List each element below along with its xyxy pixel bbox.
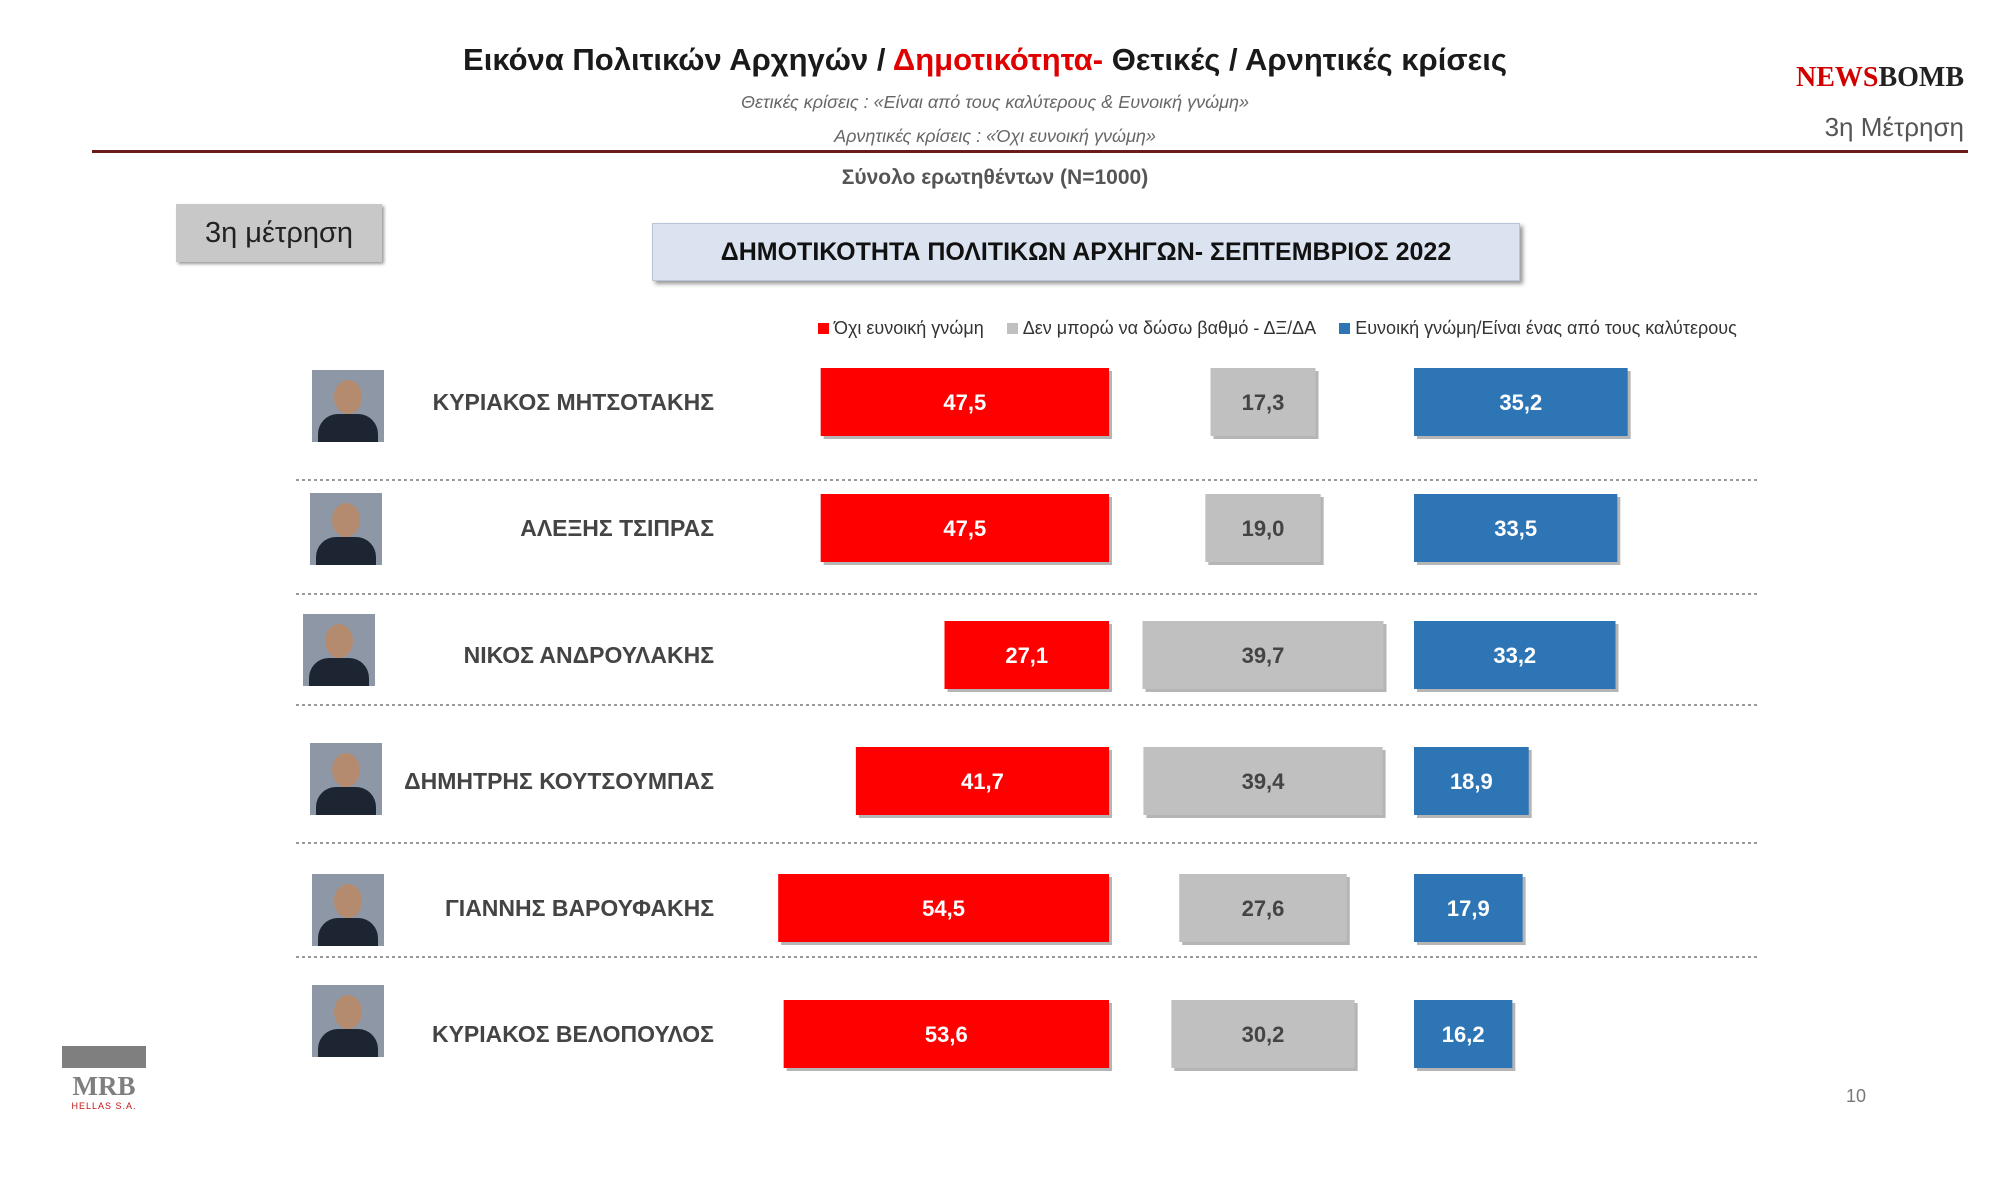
sample-base-text: Σύνολο ερωτηθέντων (Ν=1000) bbox=[841, 166, 1149, 189]
bar-neutral bbox=[1143, 747, 1383, 815]
leader-name-label: ΝΙΚΟΣ ΑΝΔΡΟΥΛΑΚΗΣ bbox=[464, 642, 715, 668]
photo-head bbox=[334, 995, 362, 1029]
measurement-label: 3η Μέτρηση bbox=[1824, 112, 1964, 142]
bar-negative bbox=[778, 874, 1109, 942]
legend-item-neutral: Δεν μπορώ να δώσω βαθμό - ΔΞ/ΔΑ bbox=[1006, 318, 1317, 339]
mrb-logo-text: MRB bbox=[72, 1071, 136, 1101]
leader-name-label: ΓΙΑΝΝΗΣ ΒΑΡΟΥΦΑΚΗΣ bbox=[445, 895, 714, 921]
leader-name-label: ΑΛΕΞΗΣ ΤΣΙΠΡΑΣ bbox=[520, 515, 714, 541]
bar-value-label: 54,5 bbox=[922, 896, 965, 921]
page-number: 10 bbox=[1846, 1086, 1867, 1106]
legend-swatch-neutral bbox=[1006, 323, 1018, 334]
subtitle-negative: Αρνητικές κρίσεις : «Όχι ευνοική γνώμη» bbox=[834, 126, 1156, 146]
legend-label-positive: Ευνοική γνώμη/Είναι ένας από τους καλύτε… bbox=[1355, 318, 1737, 338]
bar-positive bbox=[1414, 494, 1618, 562]
subtitle-positive: Θετικές κρίσεις : «Είναι από τους καλύτε… bbox=[740, 92, 1250, 112]
legend-label-negative: Όχι ευνοική γνώμη bbox=[834, 318, 984, 338]
chart-title: ΔΗΜΟΤΙΚΟΤΗΤΑ ΠΟΛΙΤΙΚΩΝ ΑΡΧΗΓΩΝ- ΣΕΠΤΕΜΒΡ… bbox=[652, 223, 1520, 281]
bar-positive bbox=[1414, 874, 1523, 942]
bar-value-label: 41,7 bbox=[961, 769, 1004, 794]
bar-neutral bbox=[1210, 368, 1316, 436]
leader-name-label: ΚΥΡΙΑΚΟΣ ΜΗΤΣΟΤΑΚΗΣ bbox=[433, 389, 715, 415]
bar-value-label: 18,9 bbox=[1450, 769, 1493, 794]
newsbomb-logo: NEWSBOMB bbox=[1796, 62, 1964, 94]
bar-neutral bbox=[1179, 874, 1347, 942]
leader-photo bbox=[312, 370, 384, 442]
bar-negative bbox=[783, 1000, 1109, 1068]
photo-body bbox=[318, 414, 378, 442]
photo-body bbox=[309, 658, 369, 686]
legend-swatch-negative bbox=[818, 323, 829, 334]
bar-neutral bbox=[1205, 494, 1321, 562]
photo-body bbox=[316, 537, 376, 565]
legend-item-negative: Όχι ευνοική γνώμη bbox=[818, 318, 984, 339]
bar-value-label: 27,1 bbox=[1005, 643, 1048, 668]
leader-photo bbox=[312, 874, 384, 946]
header-divider bbox=[92, 150, 1968, 153]
bar-value-label: 19,0 bbox=[1242, 516, 1285, 541]
bar-neutral bbox=[1142, 621, 1384, 689]
chart-legend: Όχι ευνοική γνώμη Δεν μπορώ να δώσω βαθμ… bbox=[818, 318, 1755, 339]
bar-value-label: 16,2 bbox=[1442, 1022, 1485, 1047]
leader-photo bbox=[310, 493, 382, 565]
bar-negative bbox=[820, 368, 1109, 436]
mrb-logo-subtext: HELLAS S.A. bbox=[71, 1101, 137, 1111]
mrb-logo-bar bbox=[62, 1046, 146, 1068]
mrb-logo: MRB HELLAS S.A. bbox=[62, 1046, 146, 1111]
photo-body bbox=[316, 787, 376, 815]
logo-news-text: NEWS bbox=[1795, 62, 1879, 93]
legend-item-positive: Ευνοική γνώμη/Είναι ένας από τους καλύτε… bbox=[1339, 318, 1737, 339]
bar-positive bbox=[1414, 1000, 1513, 1068]
bar-value-label: 47,5 bbox=[943, 516, 986, 541]
leader-photo bbox=[310, 743, 382, 815]
title-part-3: Θετικές / Αρνητικές κρίσεις bbox=[1111, 42, 1507, 77]
photo-body bbox=[318, 1029, 378, 1057]
measurement-box: 3η μέτρηση bbox=[176, 204, 382, 262]
title-part-2: Δημοτικότητα- bbox=[892, 42, 1112, 77]
bar-value-label: 39,7 bbox=[1242, 643, 1285, 668]
bar-positive bbox=[1414, 621, 1616, 689]
page-title: Εικόνα Πολιτικών Αρχηγών / Δημοτικότητα-… bbox=[0, 42, 1970, 78]
bar-negative bbox=[855, 747, 1109, 815]
photo-head bbox=[334, 380, 362, 414]
legend-swatch-positive bbox=[1339, 323, 1351, 334]
leader-photo bbox=[303, 614, 375, 686]
bar-positive bbox=[1414, 747, 1529, 815]
photo-head bbox=[332, 753, 360, 787]
bar-value-label: 30,2 bbox=[1242, 1022, 1285, 1047]
bar-value-label: 39,4 bbox=[1242, 769, 1286, 794]
legend-label-neutral: Δεν μπορώ να δώσω βαθμό - ΔΞ/ΔΑ bbox=[1022, 318, 1317, 338]
bar-neutral bbox=[1171, 1000, 1355, 1068]
leader-name-label: ΚΥΡΙΑΚΟΣ ΒΕΛΟΠΟΥΛΟΣ bbox=[432, 1021, 714, 1047]
title-part-1: Εικόνα Πολιτικών Αρχηγών / bbox=[463, 42, 893, 77]
leader-name-label: ΔΗΜΗΤΡΗΣ ΚΟΥΤΣΟΥΜΠΑΣ bbox=[404, 768, 714, 794]
photo-head bbox=[332, 503, 360, 537]
bar-negative bbox=[820, 494, 1109, 562]
photo-body bbox=[318, 918, 378, 946]
bar-value-label: 33,5 bbox=[1494, 516, 1537, 541]
bar-value-label: 47,5 bbox=[943, 390, 986, 415]
photo-head bbox=[334, 884, 362, 918]
bar-value-label: 33,2 bbox=[1493, 643, 1536, 668]
bar-value-label: 53,6 bbox=[925, 1022, 968, 1047]
bar-value-label: 17,9 bbox=[1447, 896, 1490, 921]
bar-value-label: 35,2 bbox=[1499, 390, 1542, 415]
bar-negative bbox=[944, 621, 1109, 689]
bar-positive bbox=[1414, 368, 1628, 436]
logo-bomb-text: BOMB bbox=[1878, 62, 1964, 93]
leader-photo bbox=[312, 985, 384, 1057]
bar-value-label: 17,3 bbox=[1242, 390, 1285, 415]
photo-head bbox=[325, 624, 353, 658]
bar-value-label: 27,6 bbox=[1242, 896, 1285, 921]
